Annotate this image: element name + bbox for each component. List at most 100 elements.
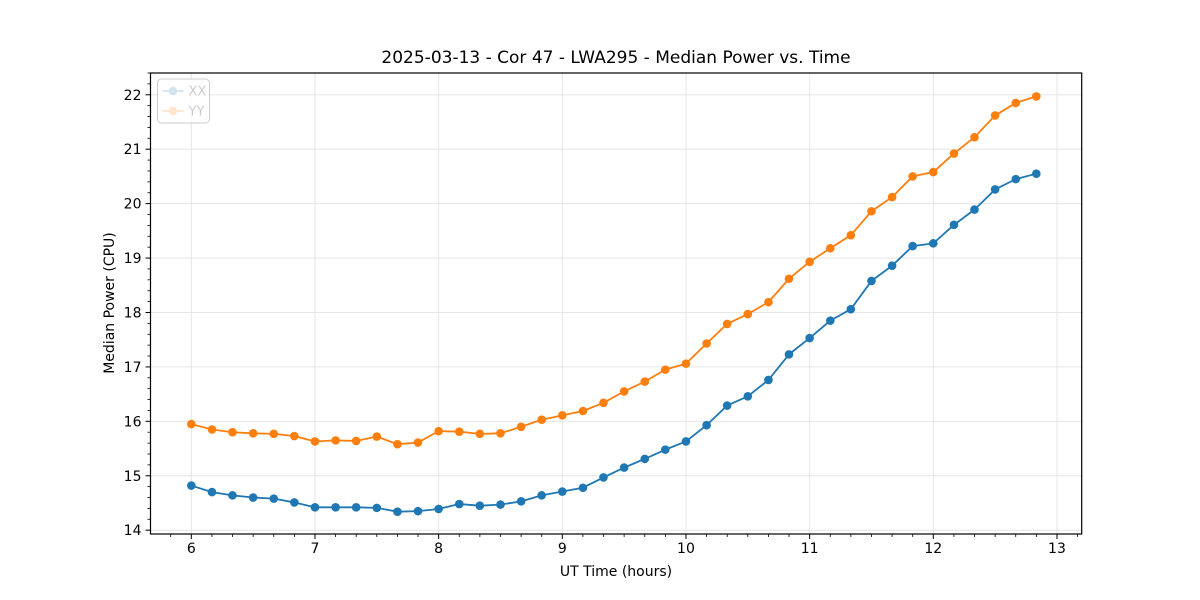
- y-tick-label: 17: [124, 360, 142, 376]
- legend-box: [157, 78, 210, 124]
- y-tick-label: 14: [124, 523, 142, 539]
- data-point-yy: [454, 427, 464, 436]
- x-tick-label: 9: [558, 541, 567, 557]
- data-point-xx: [207, 487, 217, 497]
- data-point-xx: [887, 261, 897, 270]
- data-point-yy: [496, 429, 505, 438]
- data-point-yy: [805, 257, 814, 267]
- data-point-yy: [351, 436, 361, 446]
- data-point-xx: [372, 503, 382, 513]
- data-point-xx: [949, 220, 959, 230]
- data-point-yy: [372, 432, 382, 441]
- data-point-xx: [351, 503, 361, 512]
- data-point-yy: [558, 411, 567, 420]
- data-point-yy: [722, 319, 732, 329]
- data-point-xx: [784, 350, 794, 359]
- data-point-yy: [187, 419, 196, 429]
- data-point-yy: [207, 425, 217, 434]
- data-point-yy: [1032, 92, 1041, 101]
- data-point-xx: [990, 185, 1000, 194]
- data-point-xx: [640, 454, 650, 464]
- data-point-xx: [393, 507, 402, 516]
- data-point-xx: [290, 498, 299, 507]
- data-point-yy: [970, 132, 979, 142]
- tick-labels: 6 7 8 9 10 11 12 13 14 15 16 17 18 19 20 21 22: [124, 88, 1066, 557]
- chart-title: 2025-03-13 - Cor 47 - LWA295 - Median Po…: [381, 48, 851, 68]
- data-point-xx: [805, 333, 814, 343]
- data-point-xx: [269, 494, 279, 503]
- data-point-yy: [290, 431, 299, 441]
- data-point-yy: [537, 415, 546, 425]
- y-axis-label: Median Power (CPU): [102, 232, 118, 374]
- data-point-xx: [702, 420, 711, 430]
- data-point-xx: [846, 304, 856, 314]
- data-point-xx: [1011, 174, 1021, 184]
- data-point-yy: [764, 297, 773, 307]
- data-point-yy: [825, 243, 835, 253]
- data-point-xx: [867, 276, 876, 286]
- data-point-xx: [516, 497, 526, 506]
- data-point-xx: [248, 493, 258, 502]
- x-tick-label: 11: [801, 541, 819, 557]
- series-xx-line: [190, 172, 1038, 513]
- data-point-yy: [393, 439, 402, 449]
- data-point-xx: [187, 481, 196, 490]
- y-tick-label: 16: [124, 414, 142, 430]
- data-point-yy: [887, 192, 897, 202]
- data-point-yy: [310, 437, 320, 446]
- y-tick-label: 21: [124, 142, 142, 158]
- x-tick-label: 7: [311, 541, 320, 557]
- data-point-yy: [578, 406, 588, 416]
- data-point-xx: [578, 483, 588, 493]
- series-yy-line: [190, 95, 1038, 446]
- data-point-xx: [681, 437, 691, 446]
- gridlines: [150, 73, 1082, 534]
- data-point-yy: [990, 111, 1000, 120]
- data-point-xx: [454, 499, 464, 509]
- series-yy: [187, 92, 1041, 449]
- data-point-yy: [331, 436, 340, 445]
- y-tick-label: 18: [124, 305, 142, 321]
- data-point-xx: [310, 503, 320, 512]
- axis-ticks: [145, 72, 1078, 539]
- data-point-yy: [867, 206, 876, 216]
- data-point-yy: [908, 172, 917, 181]
- data-point-xx: [764, 375, 773, 385]
- data-point-xx: [722, 401, 732, 410]
- data-point-xx: [496, 500, 505, 509]
- data-point-xx: [1032, 169, 1041, 178]
- axes-frame: [149, 72, 1083, 535]
- data-point-yy: [619, 387, 629, 396]
- y-tick-label: 20: [124, 197, 142, 213]
- data-point-xx: [537, 491, 546, 500]
- y-tick-label: 19: [124, 251, 142, 267]
- data-point-xx: [908, 241, 917, 251]
- data-point-xx: [558, 487, 567, 496]
- data-point-yy: [228, 427, 237, 437]
- x-tick-label: 12: [924, 541, 942, 557]
- data-point-yy: [248, 429, 258, 438]
- x-tick-label: 13: [1048, 541, 1066, 557]
- data-point-xx: [599, 473, 608, 482]
- y-tick-label: 22: [124, 88, 142, 104]
- data-point-yy: [681, 359, 691, 368]
- data-point-xx: [413, 506, 423, 516]
- data-point-yy: [949, 149, 959, 158]
- data-point-yy: [661, 365, 670, 374]
- data-point-xx: [228, 491, 237, 500]
- data-point-xx: [970, 205, 979, 214]
- data-point-yy: [516, 422, 526, 432]
- data-point-yy: [784, 274, 794, 284]
- data-point-xx: [661, 445, 670, 454]
- data-point-yy: [413, 438, 423, 447]
- data-point-yy: [434, 426, 443, 436]
- data-point-yy: [1011, 98, 1021, 108]
- x-tick-label: 6: [187, 541, 196, 557]
- data-point-yy: [702, 339, 711, 348]
- x-tick-label: 10: [677, 541, 695, 557]
- data-point-yy: [475, 429, 485, 439]
- data-point-xx: [331, 503, 340, 512]
- x-tick-label: 8: [434, 541, 443, 557]
- data-point-xx: [434, 504, 443, 514]
